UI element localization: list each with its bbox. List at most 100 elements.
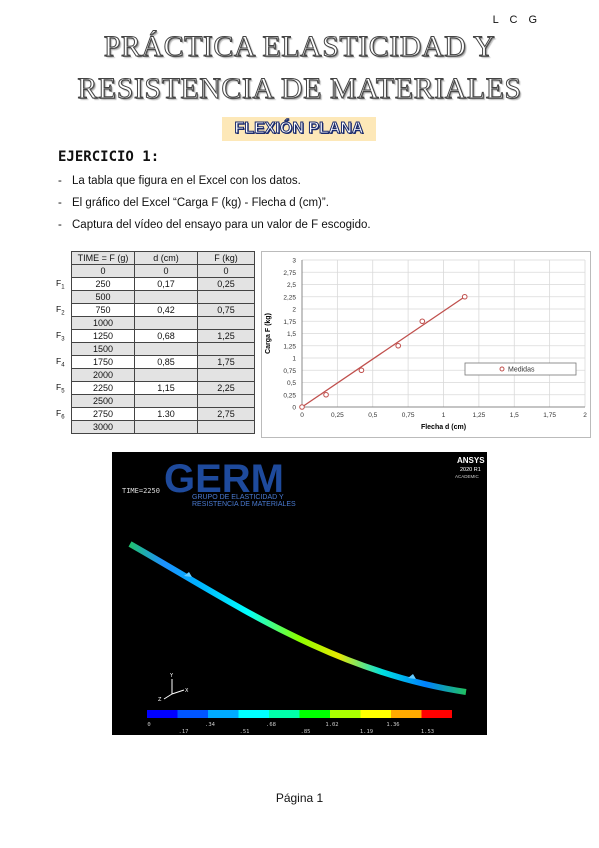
exercise-heading: EJERCICIO 1: <box>58 149 160 165</box>
deformed-beam <box>128 541 467 695</box>
title-line-2: RESISTENCIA DE MATERIALES <box>77 72 522 106</box>
scale-label: 0 <box>147 722 150 728</box>
y-tick-label: 2,75 <box>283 270 296 277</box>
y-tick-label: 1,25 <box>283 343 296 350</box>
x-axis-label: Flecha d (cm) <box>421 424 466 431</box>
row-label: F5 <box>56 381 65 395</box>
scatter-chart: 0 0,25 0,5 0,75 1 1,25 1,5 1,75 2 2,25 2,5 2,75 3 0 0,… <box>265 258 587 432</box>
scale-color-band <box>269 710 300 718</box>
y-tick-label: 1 <box>292 356 296 363</box>
ansys-logo: ANSYS <box>457 456 485 465</box>
x-tick-label: 2 <box>583 412 587 419</box>
x-tick-label: 0,5 <box>368 412 377 419</box>
bullet-item: - El gráfico del Excel “Carga F (kg) - Fl… <box>58 197 329 209</box>
table-row: 500 <box>56 290 255 304</box>
trendline <box>301 296 466 408</box>
data-table: TIME = F (g) d (cm) F (kg) 0 0 0 F1 250 0,17 0,25… <box>56 251 255 434</box>
table-cell <box>134 290 198 304</box>
table-cell: 0,85 <box>134 355 198 369</box>
row-label <box>56 265 72 278</box>
table-cell <box>197 316 255 330</box>
table-cell: 1000 <box>71 316 135 330</box>
ansys-version: 2020 R1 <box>460 467 481 473</box>
y-axis-label: Carga F (kg) <box>265 313 272 354</box>
germ-logo: GERM <box>164 457 284 501</box>
scale-label: .85 <box>301 729 311 735</box>
table-row: 3000 <box>56 420 255 434</box>
table-row: F6 2750 1.30 2,75 <box>56 407 255 421</box>
data-point <box>419 318 426 325</box>
axis-z-label: Z <box>158 697 162 703</box>
table-cell: 1,25 <box>197 329 255 343</box>
simulation-canvas: GERM GRUPO DE ELASTICIDAD Y RESISTENCIA … <box>122 456 485 735</box>
y-tick-label: 3 <box>292 258 296 265</box>
y-tick-label: 0,25 <box>283 392 296 399</box>
time-label: TIME=2250 <box>122 487 160 495</box>
table-row: 2000 <box>56 368 255 382</box>
bullet-text: Captura del vídeo del ensayo para un val… <box>72 219 371 231</box>
bullet-text: El gráfico del Excel “Carga F (kg) - Fle… <box>72 197 329 209</box>
table-cell: 500 <box>71 290 135 304</box>
table-cell: 2750 <box>71 407 135 421</box>
scale-label: 1.02 <box>325 722 338 728</box>
x-tick-label: 1,75 <box>543 412 556 419</box>
row-label <box>56 291 72 304</box>
bullet-item: - La tabla que figura en el Excel con los… <box>58 175 301 187</box>
scale-color-band <box>238 710 269 718</box>
table-cell: 0,17 <box>134 277 198 291</box>
title-line-1: PRÁCTICA ELASTICIDAD Y <box>103 30 496 64</box>
table-header-row: TIME = F (g) d (cm) F (kg) <box>56 251 255 265</box>
scale-label: .51 <box>240 729 250 735</box>
scale-color-band <box>360 710 391 718</box>
bullet-text: La tabla que figura en el Excel con los … <box>72 175 301 187</box>
table-cell: 1500 <box>71 342 135 356</box>
table-row: F2 750 0,42 0,75 <box>56 303 255 317</box>
table-row: F1 250 0,17 0,25 <box>56 277 255 291</box>
data-point <box>395 342 402 349</box>
table-cell: 1750 <box>71 355 135 369</box>
scale-label: 1.53 <box>421 729 434 735</box>
table-cell: 0,68 <box>134 329 198 343</box>
scale-label: 1.36 <box>386 722 399 728</box>
row-label <box>56 252 72 265</box>
germ-logo-sub2: RESISTENCIA DE MATERIALES <box>192 501 296 508</box>
table-cell <box>197 368 255 382</box>
column-header: d (cm) <box>134 251 198 265</box>
y-tick-label: 0,5 <box>287 380 296 387</box>
data-point <box>358 367 365 374</box>
axis-z-icon <box>163 693 173 700</box>
table-cell <box>134 420 198 434</box>
table-cell <box>197 394 255 408</box>
y-tick-label: 2 <box>292 307 296 314</box>
axis-y-label: Y <box>169 673 174 679</box>
bullet-item: - Captura del vídeo del ensayo para un va… <box>58 219 371 231</box>
legend-marker <box>499 366 505 372</box>
legend-label: Medidas <box>508 367 535 374</box>
y-tick-label: 2,5 <box>287 282 296 289</box>
x-tick-label: 0,25 <box>331 412 344 419</box>
ansys-simulation-frame: GERM GRUPO DE ELASTICIDAD Y RESISTENCIA … <box>112 452 487 735</box>
support-left-icon <box>184 572 192 577</box>
table-cell: 0,25 <box>197 277 255 291</box>
table-cell <box>197 420 255 434</box>
table-cell <box>134 316 198 330</box>
support-right-icon <box>408 674 416 679</box>
ansys-edition: ACADEMIC <box>455 474 480 479</box>
table-row: F4 1750 0,85 1,75 <box>56 355 255 369</box>
table-cell: 0 <box>197 264 255 278</box>
table-cell: 2500 <box>71 394 135 408</box>
table-cell: 0,42 <box>134 303 198 317</box>
table-cell: 1,75 <box>197 355 255 369</box>
y-tick-label: 2,25 <box>283 294 296 301</box>
scale-label: .34 <box>205 722 216 728</box>
author-initials: L C G <box>492 14 541 26</box>
table-cell <box>134 368 198 382</box>
table-row: F3 1250 0,68 1,25 <box>56 329 255 343</box>
table-cell <box>197 342 255 356</box>
contour-scale-bar: 0 .34 .68 1.02 1.36 .17 .51 .85 1.19 1.53 <box>147 710 452 735</box>
data-point <box>299 404 305 410</box>
table-row: F5 2250 1,15 2,25 <box>56 381 255 395</box>
row-label <box>56 421 72 434</box>
y-tick-label: 1,5 <box>287 331 296 338</box>
